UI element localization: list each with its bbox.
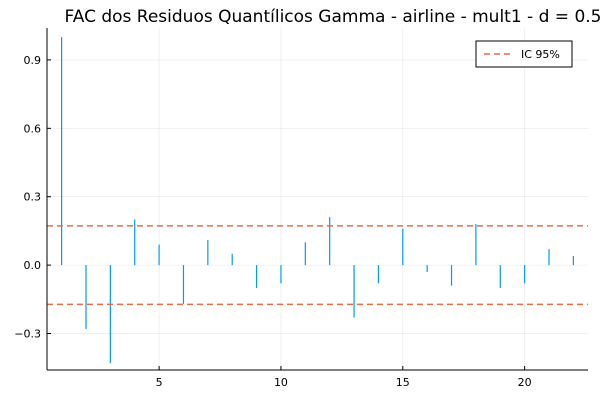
- y-tick-label: 0.6: [24, 122, 42, 135]
- y-tick-label: 0.3: [24, 191, 42, 204]
- acf-bars: [61, 37, 574, 364]
- y-tick-label: 0.9: [24, 54, 42, 67]
- y-tick-labels: −0.3 0.0 0.3 0.6 0.9: [14, 54, 41, 341]
- legend-box: [475, 40, 573, 68]
- axes: [46, 28, 588, 371]
- legend-label-ci: IC 95%: [521, 48, 560, 61]
- chart-title: FAC dos Residuos Quantílicos Gamma - air…: [65, 7, 600, 27]
- x-tick-label: 15: [396, 376, 410, 389]
- y-tick-label: 0.0: [24, 259, 42, 272]
- grid-lines: [47, 28, 588, 370]
- legend: IC 95%: [475, 40, 573, 68]
- confidence-interval-lines: [47, 225, 588, 306]
- x-tick-label: 20: [518, 376, 532, 389]
- x-tick-label: 10: [274, 376, 288, 389]
- y-tick-label: −0.3: [14, 328, 41, 341]
- x-tick-label: 5: [156, 376, 163, 389]
- x-tick-labels: 5 10 15 20: [156, 376, 532, 389]
